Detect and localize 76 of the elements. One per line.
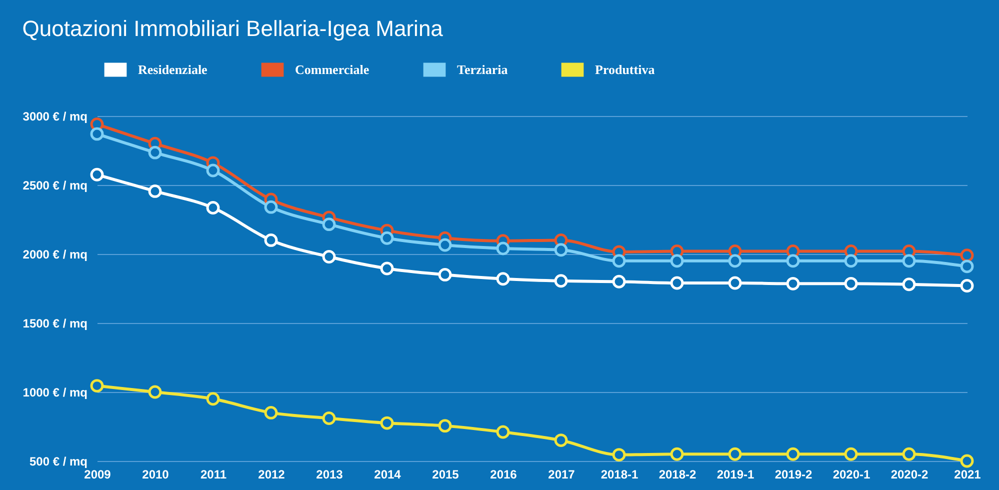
point	[728, 254, 742, 268]
point	[322, 412, 336, 425]
point	[264, 406, 278, 420]
point	[322, 218, 336, 232]
point	[960, 260, 974, 274]
point	[90, 127, 104, 141]
point	[206, 164, 220, 178]
point	[148, 184, 162, 198]
point	[902, 254, 916, 268]
point	[90, 379, 104, 393]
point	[844, 276, 858, 290]
point	[90, 168, 104, 182]
point	[264, 200, 278, 214]
legend-label: Residenziale	[138, 62, 208, 77]
point	[670, 254, 684, 268]
x-tick-label: 2017	[548, 468, 576, 482]
point	[148, 385, 162, 399]
point	[496, 272, 510, 286]
x-tick-label: 2018-2	[658, 468, 697, 482]
y-tick-label: 2000 € / mq	[22, 248, 88, 262]
x-tick-label: 2011	[200, 468, 227, 482]
x-tick-label: 2009	[84, 468, 112, 482]
x-tick-label: 2016	[490, 468, 518, 482]
point	[786, 254, 800, 268]
x-tick-label: 2012	[258, 468, 286, 482]
point	[728, 447, 742, 461]
x-tick-label: 2013	[316, 468, 344, 482]
x-tick-label: 2021	[954, 468, 982, 482]
point	[438, 419, 452, 433]
point	[844, 447, 858, 461]
point	[670, 447, 684, 461]
x-tick-label: 2019-1	[716, 468, 755, 482]
y-tick-label: 1500 € / mq	[22, 316, 88, 330]
x-tick-label: 2020-1	[832, 468, 871, 482]
point	[728, 276, 742, 290]
point	[612, 254, 626, 268]
legend-label: Commerciale	[295, 62, 370, 77]
point	[960, 454, 974, 468]
point	[438, 268, 452, 282]
chart-title: Quotazioni Immobiliari Bellaria-Igea Marina	[22, 16, 444, 41]
point	[554, 434, 568, 448]
point	[612, 448, 626, 462]
legend-label: Produttiva	[595, 62, 656, 77]
point	[438, 238, 452, 252]
point	[206, 201, 220, 214]
point	[960, 248, 974, 262]
point	[380, 262, 394, 276]
y-tick-label: 500 € / mq	[29, 454, 88, 468]
point	[496, 242, 510, 256]
x-tick-label: 2014	[374, 468, 402, 482]
point	[960, 279, 974, 292]
point	[612, 274, 626, 288]
point	[554, 274, 568, 288]
x-tick-label: 2018-1	[600, 468, 639, 482]
point	[670, 276, 684, 290]
point	[902, 278, 916, 292]
x-tick-label: 2020-2	[890, 468, 929, 482]
x-tick-label: 2010	[142, 468, 170, 482]
point	[902, 447, 916, 461]
point	[206, 392, 220, 406]
y-tick-label: 1000 € / mq	[22, 386, 88, 400]
point	[786, 447, 800, 461]
point	[380, 231, 394, 245]
legend-label: Terziaria	[457, 62, 508, 77]
point	[264, 233, 278, 247]
x-tick-label: 2015	[432, 468, 460, 482]
point	[322, 250, 336, 264]
x-tick-label: 2019-2	[774, 468, 813, 482]
y-tick-label: 3000 € / mq	[22, 110, 88, 124]
point	[380, 416, 394, 430]
point	[786, 276, 800, 290]
y-tick-label: 2500 € / mq	[22, 178, 88, 192]
point	[844, 254, 858, 268]
point	[148, 146, 162, 160]
point	[554, 243, 568, 257]
point	[496, 425, 510, 439]
